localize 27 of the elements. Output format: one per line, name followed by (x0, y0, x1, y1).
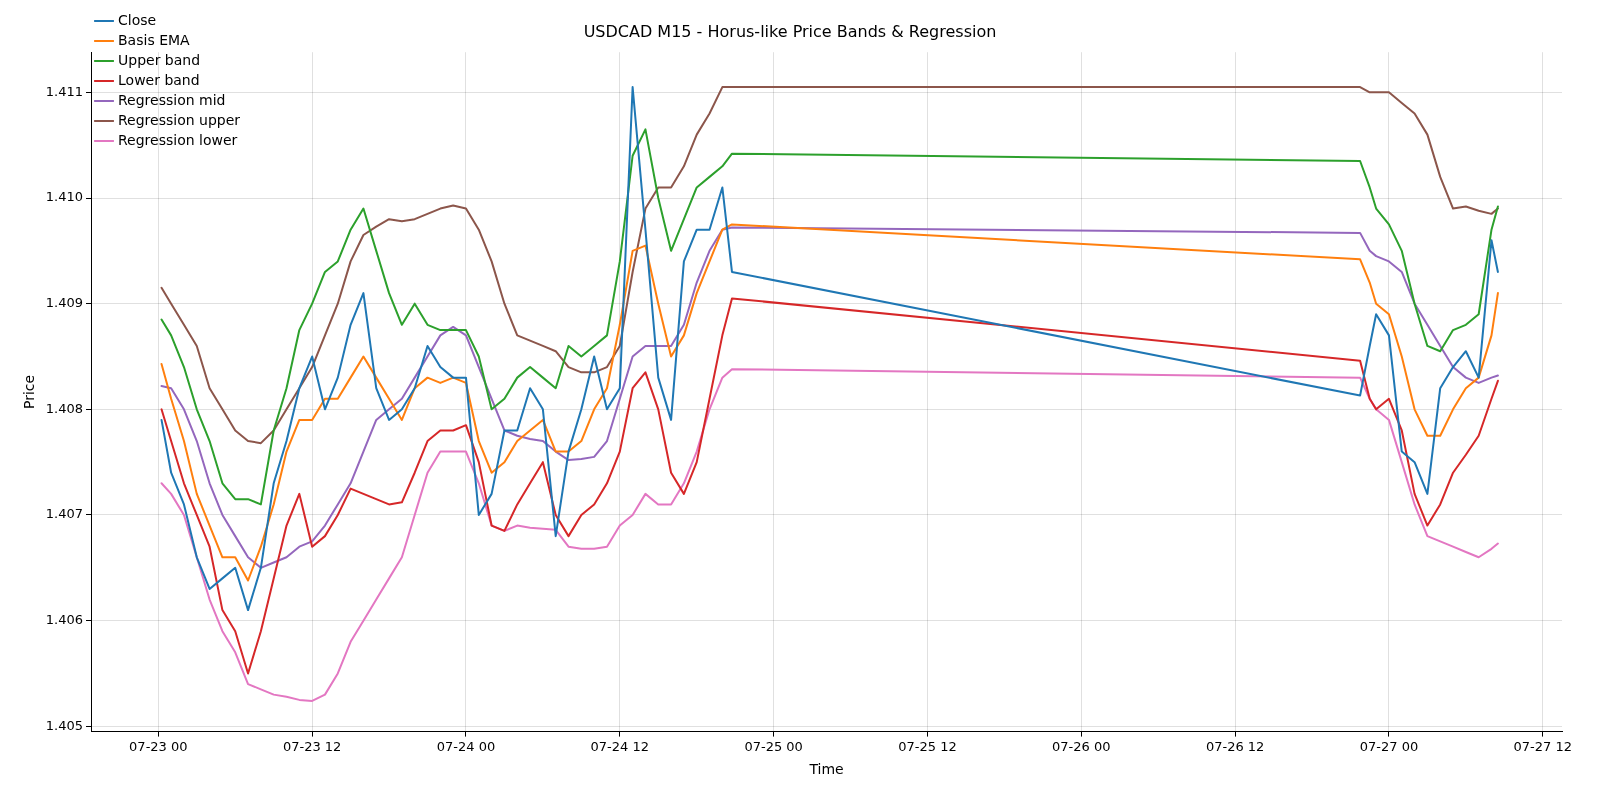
chart-title: USDCAD M15 - Horus-like Price Bands & Regression (583, 21, 997, 41)
y-tick-label: 1.406 (45, 612, 84, 628)
x-tick-label: 07-24 00 (436, 738, 496, 754)
x-tick-label: 07-26 12 (1205, 738, 1265, 754)
legend-label: Close (118, 11, 157, 28)
legend-label: Basis EMA (118, 31, 191, 48)
y-tick-label: 1.410 (45, 189, 84, 205)
x-tick-label: 07-27 00 (1359, 738, 1419, 754)
y-tick-label: 1.408 (45, 400, 84, 416)
x-tick-label: 07-27 12 (1513, 738, 1572, 754)
x-tick-label: 07-24 12 (590, 738, 650, 754)
x-tick-label: 07-23 12 (282, 738, 342, 754)
legend-label: Upper band (118, 51, 201, 68)
legend-label: Regression mid (118, 91, 226, 108)
x-axis-title: Time (808, 761, 844, 778)
x-tick-label: 07-23 00 (129, 738, 188, 754)
y-tick-label: 1.405 (45, 717, 84, 733)
legend-label: Regression lower (118, 131, 238, 148)
legend-label: Lower band (118, 71, 200, 88)
y-tick-label: 1.407 (45, 506, 84, 522)
y-axis-title: Price (21, 374, 38, 409)
x-tick-label: 07-26 00 (1052, 738, 1111, 754)
y-tick-label: 1.409 (45, 295, 84, 311)
x-tick-label: 07-25 00 (744, 738, 803, 754)
y-tick-label: 1.411 (45, 83, 84, 99)
x-tick-label: 07-25 12 (898, 738, 957, 754)
legend-label: Regression upper (118, 111, 241, 128)
